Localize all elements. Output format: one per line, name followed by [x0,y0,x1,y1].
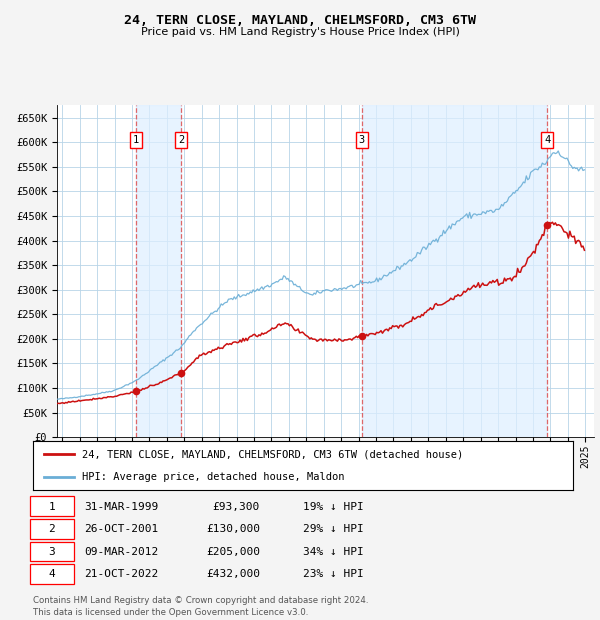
Text: 23% ↓ HPI: 23% ↓ HPI [303,569,364,579]
Bar [136,105,181,437]
Text: 19% ↓ HPI: 19% ↓ HPI [303,502,364,512]
Text: 4: 4 [544,135,550,145]
Text: 26-OCT-2001: 26-OCT-2001 [84,524,158,534]
Text: Price paid vs. HM Land Registry's House Price Index (HPI): Price paid vs. HM Land Registry's House … [140,27,460,37]
FancyBboxPatch shape [30,564,74,584]
Text: £130,000: £130,000 [206,524,260,534]
Text: 1: 1 [49,502,55,512]
Text: 1: 1 [133,135,139,145]
FancyBboxPatch shape [30,497,74,516]
Text: 21-OCT-2022: 21-OCT-2022 [84,569,158,579]
Text: 4: 4 [49,569,55,579]
Text: 3: 3 [49,547,55,557]
Text: HPI: Average price, detached house, Maldon: HPI: Average price, detached house, Mald… [82,472,344,482]
Text: 2: 2 [49,524,55,534]
Text: 31-MAR-1999: 31-MAR-1999 [84,502,158,512]
Text: This data is licensed under the Open Government Licence v3.0.: This data is licensed under the Open Gov… [33,608,308,617]
Text: 24, TERN CLOSE, MAYLAND, CHELMSFORD, CM3 6TW: 24, TERN CLOSE, MAYLAND, CHELMSFORD, CM3… [124,14,476,27]
Text: £205,000: £205,000 [206,547,260,557]
Text: £93,300: £93,300 [212,502,260,512]
Bar [362,105,547,437]
Text: 34% ↓ HPI: 34% ↓ HPI [303,547,364,557]
Text: 09-MAR-2012: 09-MAR-2012 [84,547,158,557]
Text: £432,000: £432,000 [206,569,260,579]
Text: 24, TERN CLOSE, MAYLAND, CHELMSFORD, CM3 6TW (detached house): 24, TERN CLOSE, MAYLAND, CHELMSFORD, CM3… [82,450,463,459]
Text: Contains HM Land Registry data © Crown copyright and database right 2024.: Contains HM Land Registry data © Crown c… [33,596,368,606]
FancyBboxPatch shape [30,519,74,539]
Text: 2: 2 [178,135,184,145]
Text: 29% ↓ HPI: 29% ↓ HPI [303,524,364,534]
FancyBboxPatch shape [30,542,74,561]
Text: 3: 3 [359,135,365,145]
